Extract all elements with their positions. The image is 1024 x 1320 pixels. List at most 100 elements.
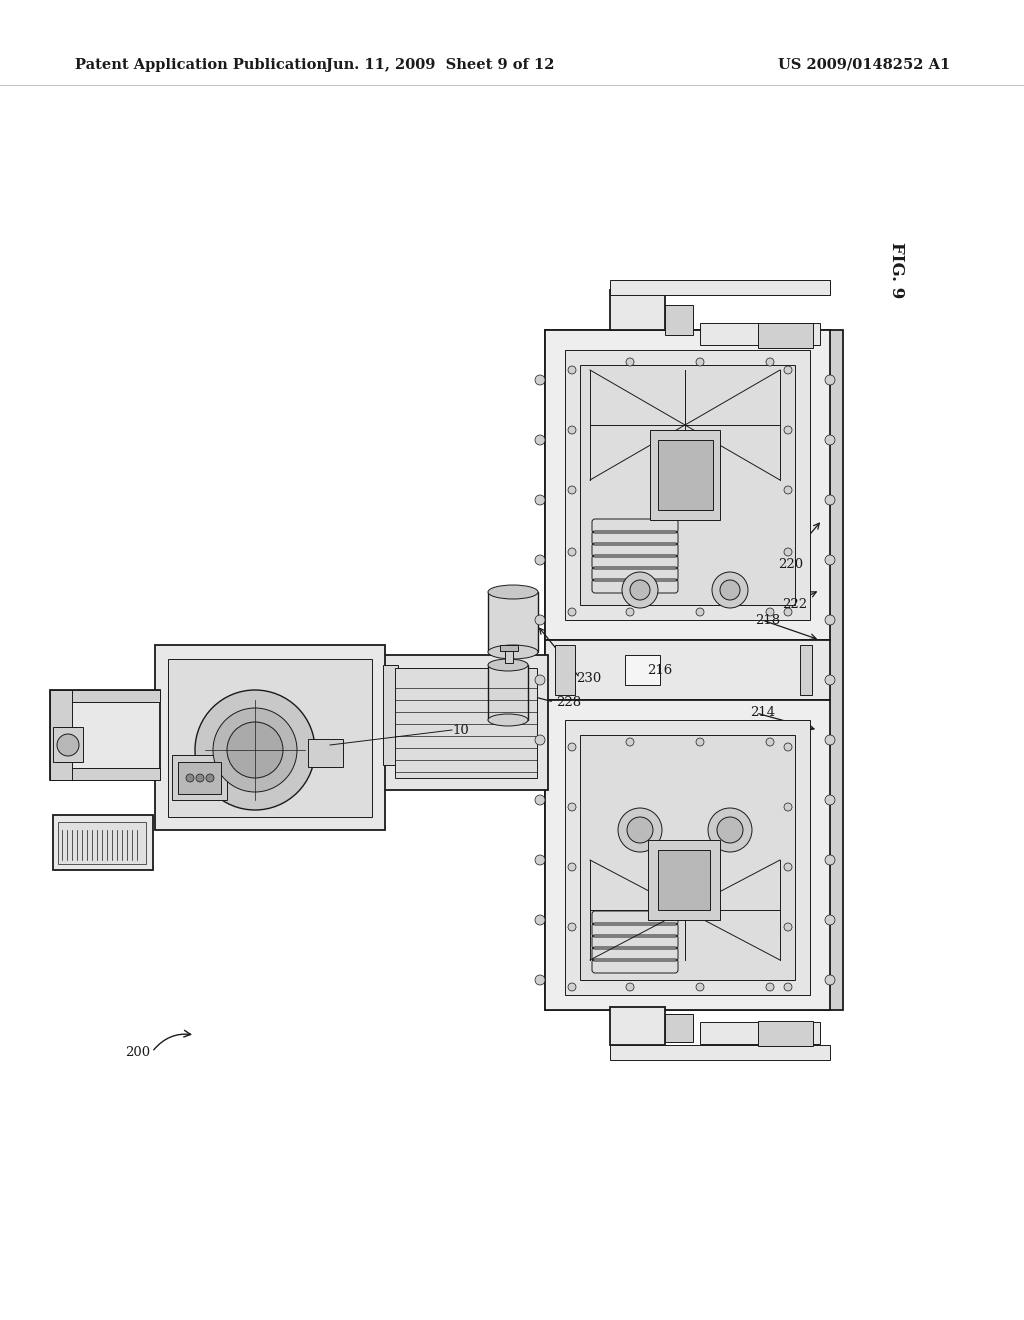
Bar	[545, 330, 830, 640]
Bar	[488, 591, 538, 652]
Circle shape	[784, 923, 792, 931]
Bar	[308, 739, 343, 767]
Circle shape	[717, 817, 743, 843]
Circle shape	[784, 609, 792, 616]
Circle shape	[630, 579, 650, 601]
Bar	[758, 323, 813, 348]
Circle shape	[568, 548, 575, 556]
Circle shape	[195, 690, 315, 810]
Bar	[580, 366, 795, 605]
Bar	[650, 430, 720, 520]
Bar	[58, 822, 146, 865]
Circle shape	[568, 486, 575, 494]
Bar	[545, 640, 830, 700]
Circle shape	[766, 738, 774, 746]
Circle shape	[535, 615, 545, 624]
Circle shape	[206, 774, 214, 781]
Bar	[488, 665, 528, 719]
Bar	[700, 323, 820, 345]
Circle shape	[784, 486, 792, 494]
Bar	[50, 768, 160, 780]
Circle shape	[57, 734, 79, 756]
Circle shape	[626, 358, 634, 366]
Bar	[385, 741, 613, 766]
Circle shape	[568, 609, 575, 616]
Circle shape	[696, 738, 705, 746]
Circle shape	[784, 548, 792, 556]
Circle shape	[708, 808, 752, 851]
Bar	[658, 440, 713, 510]
Circle shape	[535, 735, 545, 744]
Bar	[395, 668, 537, 777]
Bar	[800, 645, 812, 696]
Circle shape	[535, 436, 545, 445]
Circle shape	[535, 675, 545, 685]
Bar	[50, 690, 160, 702]
Circle shape	[535, 855, 545, 865]
Ellipse shape	[488, 585, 538, 599]
Bar	[172, 755, 227, 800]
Circle shape	[712, 572, 748, 609]
Bar	[665, 305, 693, 335]
Circle shape	[825, 915, 835, 925]
Bar	[565, 719, 810, 995]
Text: FIG. 9: FIG. 9	[888, 243, 904, 298]
Circle shape	[784, 426, 792, 434]
Circle shape	[535, 915, 545, 925]
Text: Patent Application Publication: Patent Application Publication	[75, 58, 327, 73]
Bar	[565, 350, 810, 620]
Circle shape	[568, 366, 575, 374]
Circle shape	[186, 774, 194, 781]
Circle shape	[535, 495, 545, 506]
Ellipse shape	[488, 645, 538, 659]
Bar	[178, 762, 221, 795]
Circle shape	[825, 615, 835, 624]
Circle shape	[196, 774, 204, 781]
Circle shape	[622, 572, 658, 609]
Circle shape	[825, 795, 835, 805]
Circle shape	[825, 735, 835, 744]
Bar	[545, 330, 830, 1010]
Circle shape	[535, 795, 545, 805]
Text: 228: 228	[556, 696, 582, 709]
Text: 230: 230	[575, 672, 601, 685]
Circle shape	[766, 983, 774, 991]
Bar	[168, 659, 372, 817]
Ellipse shape	[488, 659, 528, 671]
Bar	[53, 814, 153, 870]
Text: US 2009/0148252 A1: US 2009/0148252 A1	[778, 58, 950, 73]
Bar	[50, 690, 72, 780]
Circle shape	[535, 554, 545, 565]
Text: 10: 10	[452, 723, 469, 737]
Text: Jun. 11, 2009  Sheet 9 of 12: Jun. 11, 2009 Sheet 9 of 12	[326, 58, 554, 73]
Bar	[383, 655, 548, 789]
Bar	[610, 290, 665, 330]
Bar	[610, 280, 830, 294]
Ellipse shape	[488, 714, 528, 726]
Circle shape	[626, 738, 634, 746]
Circle shape	[784, 803, 792, 810]
Circle shape	[227, 722, 283, 777]
Bar	[555, 645, 575, 696]
Bar	[758, 1020, 813, 1045]
Circle shape	[213, 708, 297, 792]
Bar	[658, 850, 710, 909]
Circle shape	[535, 975, 545, 985]
Text: 200: 200	[125, 1045, 150, 1059]
Text: 216: 216	[647, 664, 672, 676]
Bar	[648, 840, 720, 920]
Circle shape	[766, 358, 774, 366]
Text: 220: 220	[778, 558, 803, 572]
Circle shape	[825, 855, 835, 865]
Text: 218: 218	[755, 614, 780, 627]
Circle shape	[568, 863, 575, 871]
Circle shape	[825, 554, 835, 565]
Bar	[580, 735, 795, 979]
Circle shape	[568, 803, 575, 810]
Bar	[665, 1014, 693, 1041]
Bar	[545, 700, 830, 1010]
Bar	[53, 727, 83, 762]
Circle shape	[766, 609, 774, 616]
Bar	[383, 665, 398, 766]
Bar	[610, 1045, 830, 1060]
